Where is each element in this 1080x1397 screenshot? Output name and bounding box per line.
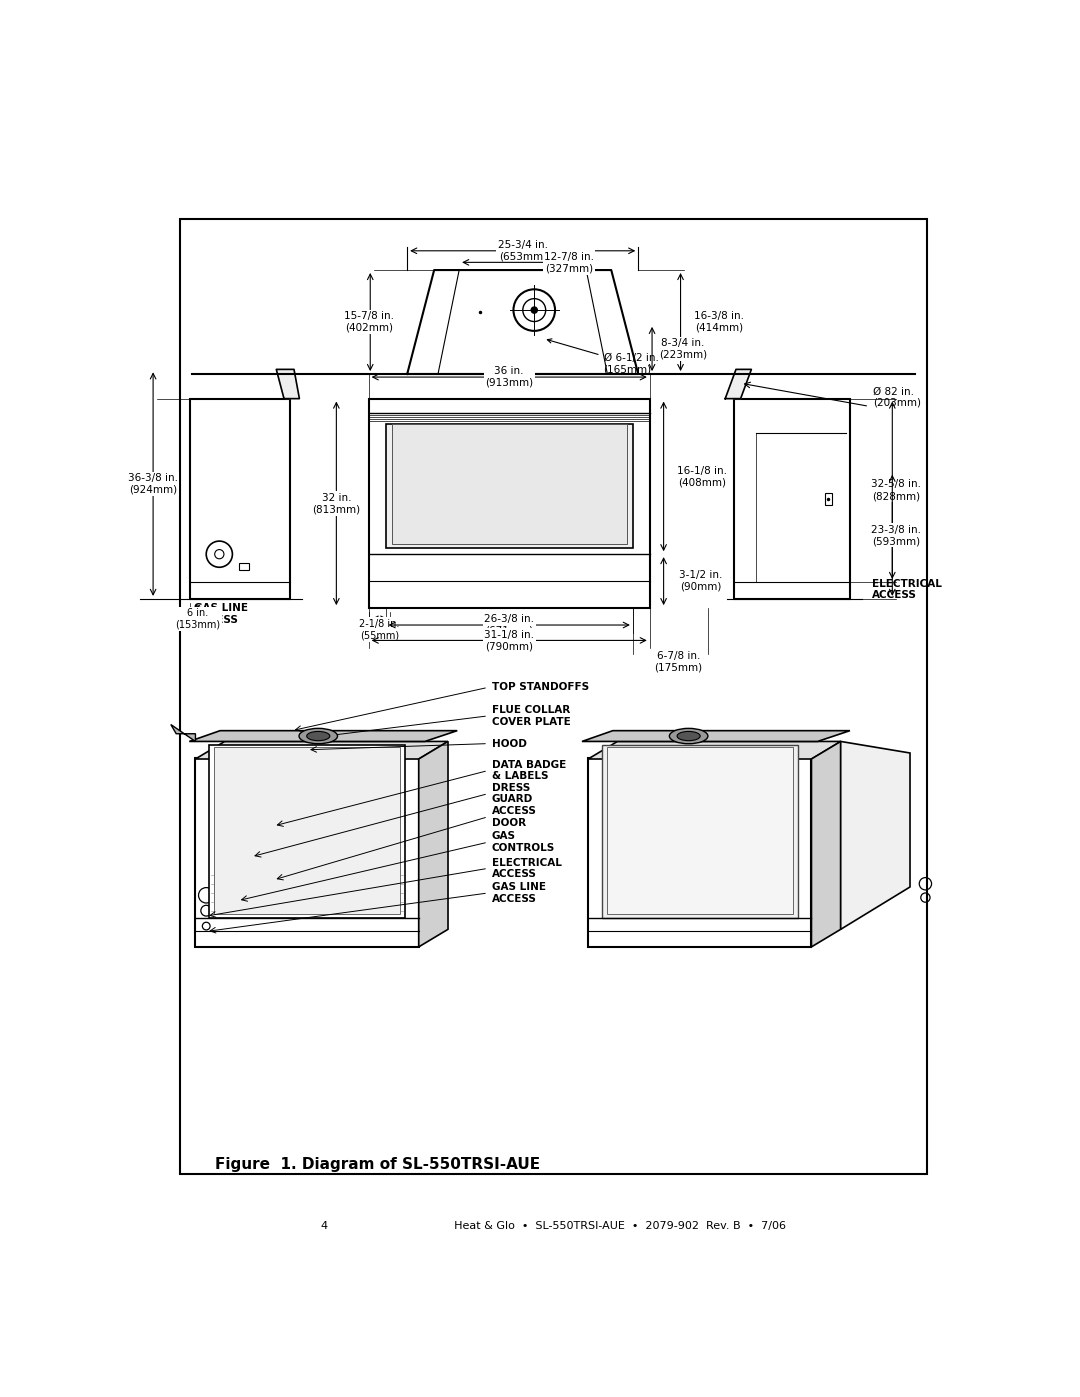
Ellipse shape [677, 732, 700, 740]
Polygon shape [195, 742, 448, 759]
Text: GAS LINE
ACCESS: GAS LINE ACCESS [491, 882, 545, 904]
Bar [602, 745, 798, 918]
Polygon shape [589, 742, 840, 759]
Text: 36 in.
(913mm): 36 in. (913mm) [485, 366, 534, 388]
Bar [368, 398, 650, 608]
Polygon shape [276, 369, 299, 398]
Bar [607, 747, 793, 914]
Text: 4                                    Heat & Glo  •  SL-550TRSI-AUE  •  2079-902 : 4 Heat & Glo • SL-550TRSI-AUE • 2079-902 [321, 1221, 786, 1231]
Text: 23-3/8 in.
(593mm): 23-3/8 in. (593mm) [872, 524, 921, 546]
Text: Figure  1. Diagram of SL-550TRSI-AUE: Figure 1. Diagram of SL-550TRSI-AUE [215, 1157, 540, 1172]
Text: 6-7/8 in.
(175mm): 6-7/8 in. (175mm) [654, 651, 703, 673]
Ellipse shape [299, 728, 338, 743]
Text: 26-3/8 in.
(671mm): 26-3/8 in. (671mm) [484, 615, 535, 636]
Polygon shape [171, 725, 195, 742]
Bar [386, 425, 633, 548]
Text: 12-7/8 in.
(327mm): 12-7/8 in. (327mm) [544, 251, 594, 274]
Bar [190, 398, 291, 599]
Text: 32-5/8 in.
(828mm): 32-5/8 in. (828mm) [872, 479, 921, 502]
Text: 16-3/8 in.
(414mm): 16-3/8 in. (414mm) [694, 312, 744, 332]
Text: 8-3/4 in.
(223mm): 8-3/4 in. (223mm) [659, 338, 707, 360]
Polygon shape [419, 742, 448, 947]
Polygon shape [725, 369, 752, 398]
Text: ELECTRICAL
ACCESS: ELECTRICAL ACCESS [491, 858, 562, 879]
Bar [180, 219, 927, 1173]
Bar [239, 563, 249, 570]
Ellipse shape [307, 732, 329, 740]
Text: HOOD: HOOD [491, 739, 527, 749]
Text: 36-3/8 in.
(924mm): 36-3/8 in. (924mm) [129, 474, 178, 495]
Text: 15-7/8 in.
(402mm): 15-7/8 in. (402mm) [343, 312, 394, 332]
Text: 16-1/8 in.
(408mm): 16-1/8 in. (408mm) [677, 465, 727, 488]
Circle shape [531, 307, 538, 313]
Bar [210, 745, 405, 918]
Text: 2-1/8 in.
(55mm): 2-1/8 in. (55mm) [360, 619, 400, 640]
Text: 32 in.
(813mm): 32 in. (813mm) [312, 493, 361, 514]
Text: 31-1/8 in.
(790mm): 31-1/8 in. (790mm) [484, 630, 535, 651]
Text: GAS
CONTROLS: GAS CONTROLS [491, 831, 555, 854]
Text: ELECTRICAL
ACCESS: ELECTRICAL ACCESS [872, 578, 942, 601]
Text: ACCESS
DOOR: ACCESS DOOR [491, 806, 537, 827]
Bar [589, 759, 811, 947]
Text: 3-1/2 in.
(90mm): 3-1/2 in. (90mm) [679, 570, 723, 592]
Text: Ø 6-1/2 in.
(165mm): Ø 6-1/2 in. (165mm) [548, 339, 659, 374]
Polygon shape [582, 731, 850, 742]
Polygon shape [840, 742, 910, 929]
Text: DATA BADGE
& LABELS: DATA BADGE & LABELS [491, 760, 566, 781]
Bar [195, 759, 419, 947]
Text: GAS LINE
ACCESS: GAS LINE ACCESS [194, 604, 248, 624]
Bar [214, 747, 401, 914]
Text: FLUE COLLAR
COVER PLATE: FLUE COLLAR COVER PLATE [491, 705, 570, 726]
Bar [824, 493, 833, 504]
Ellipse shape [670, 728, 707, 743]
Polygon shape [811, 742, 840, 947]
Bar [392, 425, 626, 545]
Text: 25-3/4 in.
(653mm): 25-3/4 in. (653mm) [498, 240, 548, 261]
Text: Ø 82 in.
(203mm): Ø 82 in. (203mm) [873, 387, 921, 408]
Bar [734, 398, 850, 599]
Text: 6 in.
(153mm): 6 in. (153mm) [175, 608, 220, 630]
Polygon shape [189, 731, 457, 742]
Text: DRESS
GUARD: DRESS GUARD [491, 782, 534, 805]
Text: TOP STANDOFFS: TOP STANDOFFS [491, 682, 589, 693]
